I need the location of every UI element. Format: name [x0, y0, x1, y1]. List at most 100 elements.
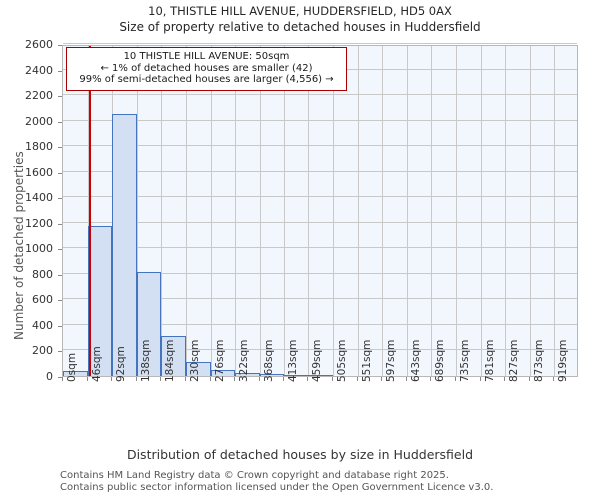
y-axis-tick-label: 1000 [25, 242, 53, 256]
y-axis-tick-mark [58, 274, 62, 276]
y-axis-tick-mark [58, 300, 62, 302]
x-axis-tick-label: 735sqm [459, 339, 471, 382]
gridline-horizontal [63, 170, 577, 172]
x-axis-tick-label: 781sqm [483, 339, 496, 382]
page-title: 10, THISTLE HILL AVENUE, HUDDERSFIELD, H… [148, 4, 452, 18]
y-axis-tick-label: 2200 [25, 89, 53, 103]
x-axis-tick-label: 919sqm [557, 339, 570, 382]
y-axis-tick-label: 600 [32, 293, 53, 307]
x-axis-tick-mark [258, 377, 260, 381]
x-axis-tick-mark [234, 377, 236, 381]
x-axis-tick-mark [62, 377, 63, 381]
x-axis-tick-mark [553, 377, 555, 381]
x-axis-tick-mark [135, 377, 137, 381]
y-axis-tick-label: 200 [32, 344, 53, 358]
histogram-bar [63, 370, 88, 376]
gridline-vertical [333, 46, 335, 376]
footer-line-2: Contains public sector information licen… [60, 481, 494, 493]
gridline-vertical [161, 46, 163, 376]
gridline-vertical [283, 46, 285, 376]
gridline-horizontal [63, 94, 577, 96]
histogram-bar [161, 336, 186, 376]
y-axis-tick-label: 0 [46, 370, 53, 383]
gridline-vertical [87, 46, 89, 376]
gridline-vertical [357, 46, 359, 376]
y-axis-tick-mark [58, 45, 62, 46]
gridline-horizontal [63, 221, 577, 223]
x-axis-tick-label: 368sqm [262, 339, 275, 382]
x-axis-tick-label: 0sqm [66, 352, 78, 382]
y-axis-tick-label: 400 [32, 318, 53, 332]
histogram-bar [235, 372, 260, 376]
histogram-bar [87, 225, 113, 376]
footer-attribution: Contains HM Land Registry data © Crown c… [60, 470, 600, 493]
gridline-vertical [136, 46, 138, 376]
gridline-vertical [554, 46, 556, 376]
histogram-bar [185, 361, 211, 376]
x-axis-tick-mark [528, 377, 530, 381]
gridline-horizontal [63, 196, 577, 198]
x-axis-tick-mark [86, 377, 88, 381]
chart-subtitle: Size of property relative to detached ho… [119, 20, 481, 34]
gridline-vertical [431, 46, 433, 376]
y-axis-tick-label: 2000 [25, 114, 53, 128]
gridline-vertical [259, 46, 261, 376]
chart-title-block: 10, THISTLE HILL AVENUE, HUDDERSFIELD, H… [0, 4, 600, 35]
y-axis-tick-mark [58, 172, 62, 174]
x-axis-tick-mark [381, 377, 383, 381]
y-axis-tick-mark [58, 377, 62, 378]
gridline-vertical [480, 46, 482, 376]
x-axis-tick-label: 689sqm [434, 339, 447, 382]
x-axis-tick-label: 46sqm [90, 346, 103, 382]
y-axis-tick-label: 1200 [25, 216, 53, 230]
x-axis-tick-mark [282, 377, 284, 381]
x-axis-tick-label: 505sqm [336, 339, 349, 382]
histogram-bar [136, 271, 162, 376]
gridline-vertical [308, 46, 310, 376]
x-axis-tick-mark [356, 377, 358, 381]
gridline-horizontal [63, 145, 577, 147]
y-axis-tick-label: 800 [32, 267, 53, 281]
gridline-vertical [505, 46, 507, 376]
x-axis-tick-label: 643sqm [409, 339, 422, 382]
histogram-bar [210, 369, 236, 376]
gridline-vertical [210, 46, 212, 376]
y-axis-tick-mark [58, 198, 62, 200]
gridline-vertical [456, 46, 457, 376]
x-axis-tick-label: 597sqm [385, 339, 398, 382]
y-axis-tick-label: 2400 [25, 63, 53, 77]
gridline-horizontal [63, 43, 577, 44]
gridline-vertical [235, 46, 237, 376]
y-axis-tick-mark [58, 351, 62, 353]
histogram-bar [308, 374, 334, 376]
x-axis-tick-label: 92sqm [115, 346, 128, 382]
y-axis-tick-label: 2600 [25, 38, 53, 51]
gridline-horizontal [63, 272, 577, 274]
y-axis-tick-label: 1400 [25, 191, 53, 205]
y-axis-tick-mark [58, 147, 62, 149]
histogram-bar [112, 114, 137, 376]
x-axis-tick-mark [479, 377, 481, 381]
x-axis-tick-mark [332, 377, 334, 381]
property-size-marker-line [88, 46, 91, 376]
x-axis-tick-mark [209, 377, 211, 381]
gridline-horizontal [63, 349, 577, 351]
x-axis-tick-mark [184, 377, 186, 381]
x-axis-tick-mark [455, 377, 456, 381]
y-axis-tick-mark [58, 249, 62, 251]
annotation-line-smaller: ← 1% of detached houses are smaller (42) [100, 62, 313, 74]
x-axis-tick-label: 413sqm [286, 339, 299, 382]
gridline-horizontal [63, 298, 577, 300]
x-axis-tick-label: 184sqm [164, 339, 177, 382]
gridline-vertical [185, 46, 187, 376]
footer-line-1: Contains HM Land Registry data © Crown c… [60, 470, 449, 481]
x-axis-tick-label: 138sqm [139, 339, 152, 382]
y-axis-tick-label: 1600 [25, 165, 53, 179]
gridline-vertical [382, 46, 384, 376]
x-axis-tick-label: 230sqm [188, 339, 201, 382]
gridline-vertical [529, 46, 531, 376]
y-axis-tick-mark [58, 325, 62, 327]
x-axis-tick-label: 551sqm [360, 339, 373, 382]
y-axis-label: Number of detached properties [12, 151, 26, 340]
